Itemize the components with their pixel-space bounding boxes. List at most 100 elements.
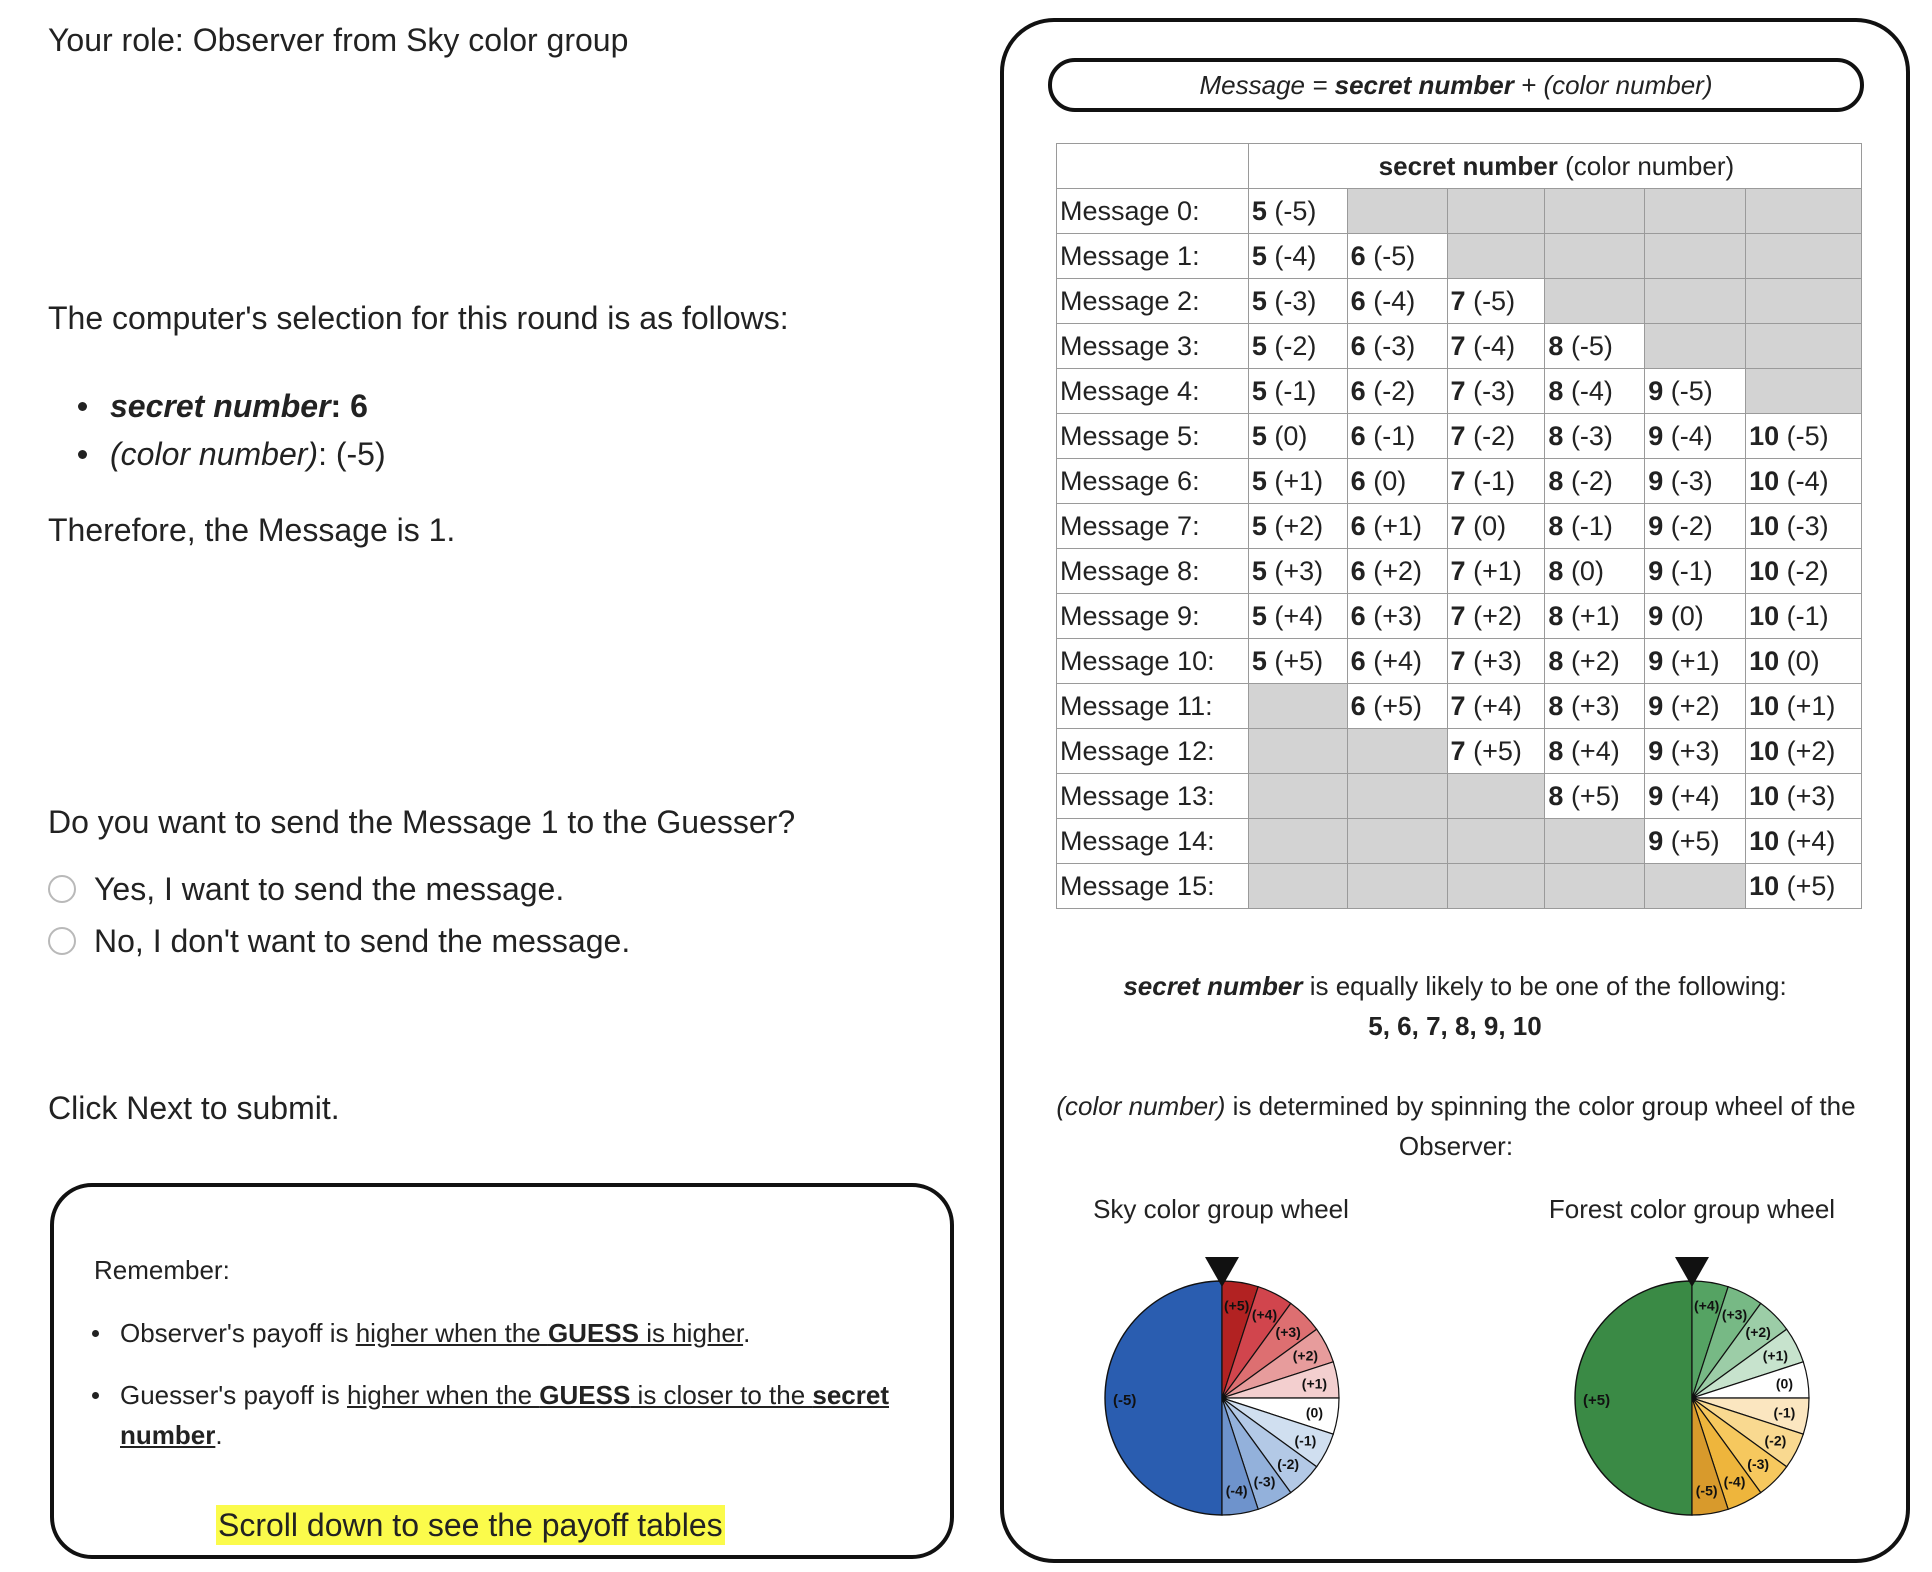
table-header-bold: secret number [1378, 150, 1558, 181]
radio-yes-label[interactable]: Yes, I want to send the message. [94, 870, 565, 907]
cell-color-number: (+4) [1274, 600, 1324, 631]
cell-color-number: (-2) [1274, 330, 1317, 361]
table-row: Message 8: 5 (+3) 6 (+2) 7 (+1) 8 (0) 9 (-1) 1… [1056, 548, 1862, 594]
table-cell: 7 (0) [1446, 503, 1546, 549]
wheel-slice-label: (+4) [1694, 1298, 1719, 1314]
table-cell: 10 (+2) [1745, 728, 1862, 774]
table-cell: 9 (0) [1644, 593, 1747, 639]
message-label-cell: Message 14: [1056, 818, 1249, 864]
table-cell: 8 (0) [1544, 548, 1646, 594]
table-cell: 8 (-2) [1544, 458, 1646, 504]
cell-secret-number: 6 [1350, 510, 1366, 541]
cell-secret-number: 10 [1749, 555, 1780, 586]
guesser-note-underlined: higher when the GUESS is closer to the s… [120, 1380, 889, 1450]
cell-secret-number: 7 [1450, 690, 1466, 721]
wheel-slice-label: (-1) [1295, 1432, 1317, 1448]
cell-color-number: (0) [1670, 600, 1704, 631]
guesser-note-part1: higher when the [347, 1380, 540, 1410]
table-cell: 6 (+3) [1346, 593, 1448, 639]
cell-secret-number: 10 [1749, 510, 1780, 541]
table-empty-cell [1745, 188, 1862, 234]
cell-color-number: (+4) [1570, 735, 1620, 766]
radio-no-button[interactable] [48, 927, 76, 955]
table-empty-cell [1644, 323, 1747, 369]
observer-note-part1: higher when the [355, 1318, 548, 1348]
wheel-slice-label: (+4) [1252, 1307, 1277, 1323]
cell-secret-number: 9 [1648, 465, 1664, 496]
observer-note-prefix: Observer's payoff is [120, 1318, 356, 1348]
table-cell: 5 (+2) [1247, 503, 1348, 549]
cell-color-number: (-2) [1373, 375, 1416, 406]
table-cell: 7 (-5) [1446, 278, 1546, 324]
table-cell: 8 (-5) [1544, 323, 1646, 369]
cell-secret-number: 6 [1350, 645, 1366, 676]
cell-secret-number: 10 [1749, 420, 1780, 451]
cell-color-number: (-5) [1786, 420, 1829, 451]
table-empty-cell [1346, 818, 1448, 864]
table-corner-cell [1056, 143, 1249, 189]
wheel-slice-label: (-2) [1277, 1456, 1299, 1472]
cell-secret-number: 6 [1350, 690, 1366, 721]
secret-number-item: secret number: 6 [78, 382, 386, 430]
cell-color-number: (+5) [1670, 825, 1720, 856]
table-row: Message 10: 5 (+5) 6 (+4) 7 (+3) 8 (+2) 9 (+1… [1056, 638, 1862, 684]
cell-secret-number: 5 [1251, 330, 1267, 361]
wheel-pointer-icon [1205, 1257, 1239, 1287]
cell-color-number: (-2) [1786, 555, 1829, 586]
selection-intro: The computer's selection for this round … [48, 300, 789, 336]
message-label-cell: Message 4: [1056, 368, 1249, 414]
table-cell: 7 (+3) [1446, 638, 1546, 684]
equally-likely-note: secret number is equally likely to be on… [1004, 966, 1906, 1046]
table-cell: 5 (+3) [1247, 548, 1348, 594]
cell-color-number: (+4) [1670, 780, 1720, 811]
table-row: Message 2: 5 (-3) 6 (-4) 7 (-5) [1056, 278, 1862, 324]
radio-no-label[interactable]: No, I don't want to send the message. [94, 922, 631, 959]
cell-color-number: (-1) [1473, 465, 1516, 496]
cell-color-number: (+5) [1570, 780, 1620, 811]
cell-secret-number: 6 [1350, 375, 1366, 406]
cell-secret-number: 8 [1548, 780, 1564, 811]
cell-color-number: (-4) [1473, 330, 1516, 361]
wheel-slice-label: (+5) [1224, 1298, 1249, 1314]
cell-color-number: (+1) [1670, 645, 1720, 676]
cell-color-number: (-3) [1570, 420, 1613, 451]
cell-secret-number: 7 [1450, 645, 1466, 676]
table-cell: 6 (+1) [1346, 503, 1448, 549]
wheel-big-label: (+5) [1583, 1392, 1610, 1409]
message-label-cell: Message 15: [1056, 863, 1249, 909]
guesser-note-end: . [215, 1420, 223, 1450]
cell-secret-number: 9 [1648, 510, 1664, 541]
cell-secret-number: 8 [1548, 555, 1564, 586]
table-cell: 6 (+5) [1346, 683, 1448, 729]
radio-no-option[interactable]: No, I don't want to send the message. [48, 921, 630, 961]
cell-secret-number: 7 [1450, 330, 1466, 361]
cell-secret-number: 10 [1749, 465, 1780, 496]
table-cell: 5 (+1) [1247, 458, 1348, 504]
table-empty-cell [1544, 818, 1646, 864]
table-cell: 9 (-3) [1644, 458, 1747, 504]
observer-note-guess: GUESS [547, 1318, 639, 1348]
table-empty-cell [1247, 683, 1348, 729]
wheel-slice-label: (-1) [1774, 1405, 1796, 1421]
table-cell: 8 (-3) [1544, 413, 1646, 459]
table-empty-cell [1247, 728, 1348, 774]
observer-note-part2: is higher [638, 1318, 744, 1348]
guesser-note-guess: GUESS [539, 1380, 631, 1410]
cell-secret-number: 7 [1450, 555, 1466, 586]
cell-color-number: (+1) [1570, 600, 1620, 631]
radio-yes-option[interactable]: Yes, I want to send the message. [48, 869, 564, 909]
table-cell: 5 (-4) [1247, 233, 1348, 279]
color-note-rest: is determined by spinning the color grou… [1225, 1091, 1856, 1161]
cell-secret-number: 6 [1350, 240, 1366, 271]
radio-yes-button[interactable] [48, 875, 76, 903]
cell-secret-number: 8 [1548, 735, 1564, 766]
table-cell: 9 (-2) [1644, 503, 1747, 549]
table-cell: 9 (+5) [1644, 818, 1747, 864]
wheel-slice-label: (-5) [1696, 1482, 1718, 1498]
cell-secret-number: 8 [1548, 690, 1564, 721]
table-cell: 6 (+4) [1346, 638, 1448, 684]
send-question: Do you want to send the Message 1 to the… [48, 804, 796, 840]
guesser-note-prefix: Guesser's payoff is [120, 1380, 348, 1410]
table-empty-cell [1544, 188, 1646, 234]
cell-secret-number: 7 [1450, 735, 1466, 766]
